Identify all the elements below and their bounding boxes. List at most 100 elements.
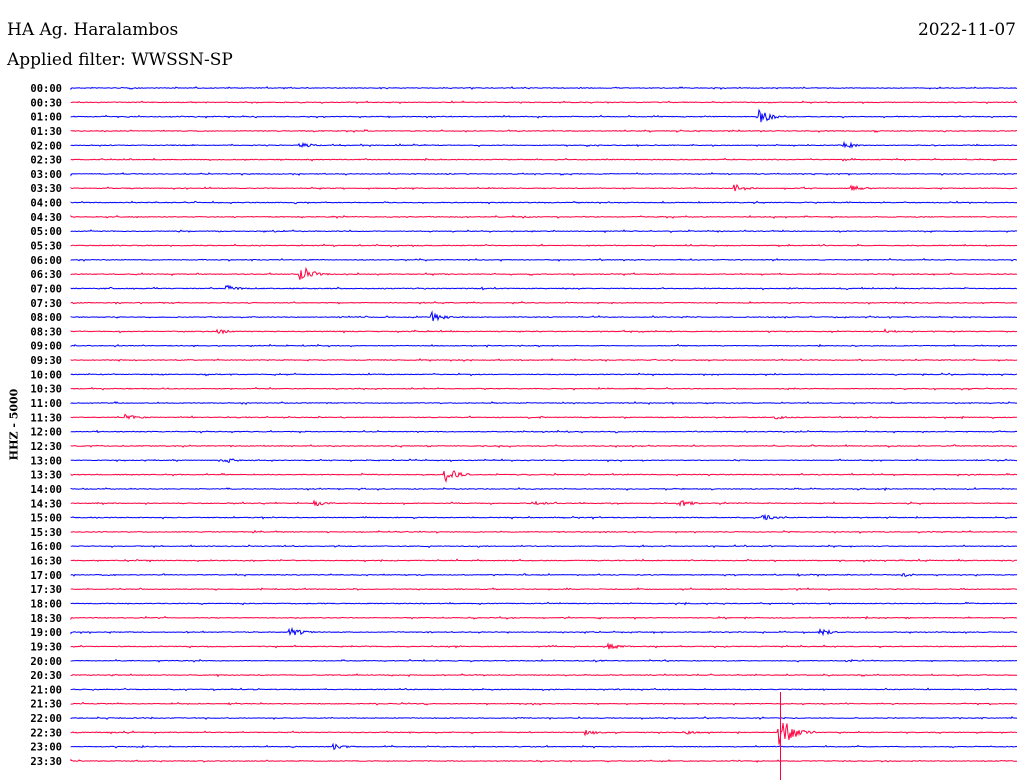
trace-1000 <box>70 372 1018 377</box>
trace-0600 <box>70 257 1018 262</box>
trace-2300 <box>70 742 1018 751</box>
row-time-label: 12:30 <box>30 441 62 453</box>
trace-1630 <box>70 558 1018 563</box>
trace-0800 <box>70 310 1017 322</box>
trace-2130 <box>70 701 1018 706</box>
row-time-label: 06:30 <box>30 269 62 281</box>
row-time-label: 04:30 <box>30 212 62 224</box>
row-time-label: 07:00 <box>30 283 62 295</box>
trace-1030 <box>70 386 1018 391</box>
row-time-label: 05:30 <box>30 241 62 253</box>
trace-1930 <box>70 642 1018 650</box>
row-time-label: 05:00 <box>30 226 62 238</box>
row-time-label: 11:30 <box>30 412 62 424</box>
trace-0930 <box>70 358 1018 363</box>
row-time-label: 08:00 <box>30 312 62 324</box>
trace-0230 <box>70 157 1018 162</box>
row-time-label: 12:00 <box>30 427 62 439</box>
trace-1830 <box>70 615 1018 621</box>
trace-1230 <box>70 443 1018 448</box>
trace-1530 <box>70 529 1018 534</box>
trace-0900 <box>70 343 1018 348</box>
row-time-label: 17:30 <box>30 584 62 596</box>
row-time-label: 19:30 <box>30 641 62 653</box>
trace-2200 <box>70 716 1018 720</box>
row-time-label: 09:30 <box>30 355 62 367</box>
row-time-label: 01:00 <box>30 112 62 124</box>
trace-0630 <box>70 266 1018 280</box>
trace-0830 <box>70 328 1018 335</box>
row-time-label: 16:30 <box>30 556 62 568</box>
trace-2230 <box>70 723 1018 745</box>
row-time-label: 19:00 <box>30 627 62 639</box>
date-label: 2022-11-07 <box>917 20 1016 40</box>
trace-1300 <box>70 458 1017 464</box>
trace-1100 <box>70 401 1018 405</box>
row-time-label: 01:30 <box>30 126 62 138</box>
row-time-label: 20:30 <box>30 670 62 682</box>
trace-0730 <box>70 300 1018 305</box>
filter-label: Applied filter: WWSSN-SP <box>7 50 233 70</box>
row-time-label: 21:30 <box>30 699 62 711</box>
trace-0700 <box>70 284 1018 291</box>
row-time-label: 18:00 <box>30 598 62 610</box>
row-time-label: 18:30 <box>30 613 62 625</box>
trace-1600 <box>70 544 1018 549</box>
row-time-label: 10:30 <box>30 384 62 396</box>
trace-1700 <box>70 572 1018 577</box>
row-time-label: 02:30 <box>30 155 62 167</box>
row-time-label: 14:30 <box>30 498 62 510</box>
row-time-label: 00:00 <box>30 83 62 95</box>
row-time-label: 00:30 <box>30 97 62 109</box>
row-time-label: 22:30 <box>30 727 62 739</box>
row-time-label: 21:00 <box>30 684 62 696</box>
row-time-label: 03:00 <box>30 169 62 181</box>
trace-0530 <box>70 243 1018 248</box>
trace-2000 <box>70 658 1018 663</box>
trace-1330 <box>70 470 1018 483</box>
trace-0200 <box>70 140 1018 149</box>
row-time-label: 17:00 <box>30 570 62 582</box>
row-time-label: 13:30 <box>30 470 62 482</box>
row-time-label: 22:00 <box>30 713 62 725</box>
trace-0000 <box>70 86 1018 91</box>
row-time-label: 23:30 <box>30 756 62 768</box>
row-time-label: 02:00 <box>30 140 62 152</box>
row-time-label: 10:00 <box>30 369 62 381</box>
trace-2330 <box>70 758 1018 763</box>
trace-2030 <box>70 673 1018 678</box>
row-time-label: 11:00 <box>30 398 62 410</box>
trace-0400 <box>70 200 1018 205</box>
trace-1400 <box>70 486 1017 492</box>
row-time-label: 06:00 <box>30 255 62 267</box>
trace-1900 <box>70 626 1018 637</box>
row-time-label: 15:00 <box>30 513 62 525</box>
row-time-label: 13:00 <box>30 455 62 467</box>
trace-1430 <box>70 499 1018 508</box>
trace-0330 <box>70 183 1018 192</box>
trace-1800 <box>70 601 1018 606</box>
row-time-label: 08:30 <box>30 326 62 338</box>
trace-0100 <box>70 108 1018 123</box>
station-title: HA Ag. Haralambos <box>7 20 179 40</box>
trace-1730 <box>70 587 1017 592</box>
trace-0030 <box>70 100 1018 105</box>
trace-1500 <box>70 513 1018 521</box>
row-time-label: 16:00 <box>30 541 62 553</box>
trace-0300 <box>70 171 1017 177</box>
trace-1130 <box>70 413 1017 420</box>
row-time-label: 23:00 <box>30 742 62 754</box>
row-time-label: 04:00 <box>30 198 62 210</box>
trace-0430 <box>70 214 1018 219</box>
trace-2100 <box>70 687 1018 692</box>
row-time-label: 20:00 <box>30 656 62 668</box>
trace-1200 <box>70 429 1018 434</box>
row-time-label: 09:00 <box>30 341 62 353</box>
trace-0500 <box>70 229 1018 234</box>
row-time-label: 07:30 <box>30 298 62 310</box>
row-time-label: 03:30 <box>30 183 62 195</box>
row-time-label: 14:00 <box>30 484 62 496</box>
trace-0130 <box>70 129 1017 133</box>
row-time-label: 15:30 <box>30 527 62 539</box>
